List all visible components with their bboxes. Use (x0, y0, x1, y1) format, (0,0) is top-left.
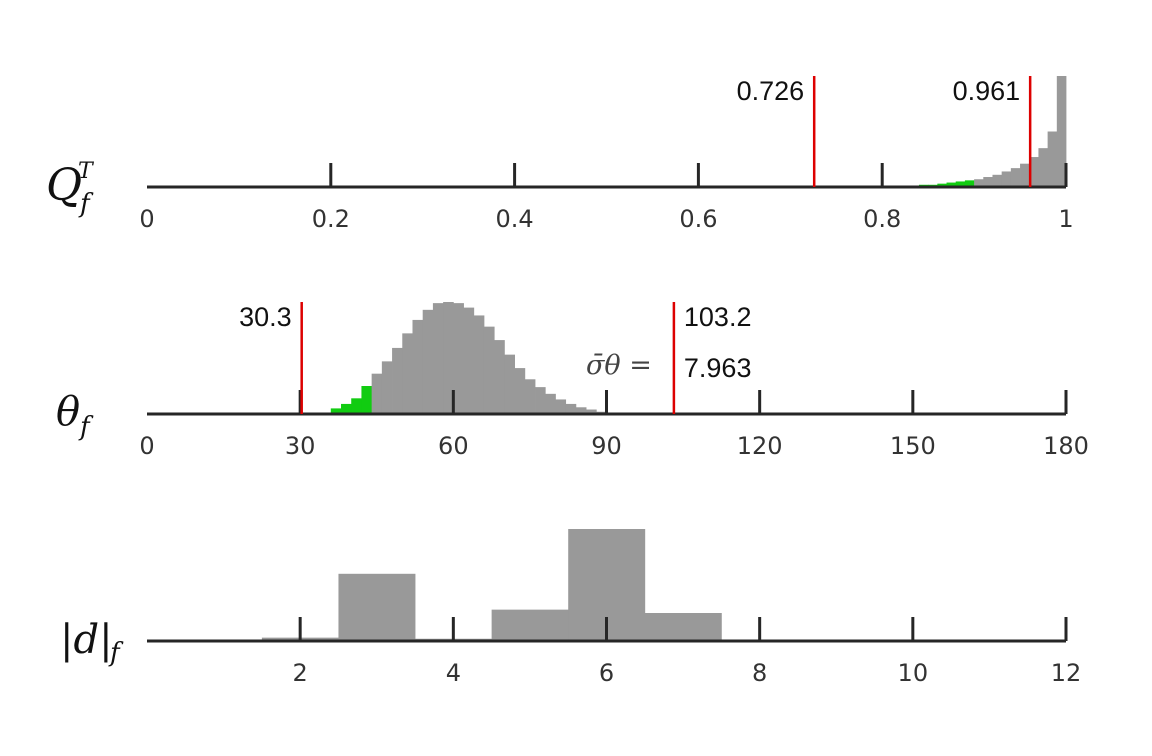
x-tick-label: 10 (898, 659, 929, 687)
x-tick-label: 150 (890, 432, 936, 460)
x-tick-label: 0.8 (863, 205, 901, 233)
histogram-bar (937, 183, 947, 187)
row-label-base: |d| (60, 617, 113, 663)
histogram-bar (422, 309, 434, 414)
chart-row-quality: 0 0.2 0.4 0.6 0.8 1 0.726 0.961 QTf (46, 76, 1074, 233)
x-tick-label: 0.4 (496, 205, 534, 233)
histogram-bar (330, 408, 342, 414)
row-label-base: θ (56, 389, 80, 435)
histogram-bar (341, 403, 352, 414)
histogram-bar (1001, 171, 1012, 187)
histogram-bar (491, 609, 569, 641)
row-label-sub: f (78, 189, 94, 219)
histogram-bar (555, 399, 567, 414)
x-tick-label: 0 (139, 205, 154, 233)
histogram-bar (351, 398, 362, 414)
histogram-bar (955, 181, 966, 187)
histogram-bar (402, 333, 413, 414)
row-label-sup: T (78, 159, 95, 184)
histogram-bar (974, 179, 984, 187)
histogram-bar (371, 373, 383, 414)
x-tick-label: 0 (139, 432, 154, 460)
row-label-sub: f (78, 412, 94, 442)
histogram-bar (381, 361, 393, 414)
histogram-bar (524, 379, 536, 414)
histogram-bar (1020, 163, 1030, 187)
histogram-bar (946, 182, 957, 187)
histogram-bar (453, 303, 464, 414)
histogram-bar (575, 407, 587, 414)
histogram-bar (964, 180, 975, 187)
x-tick-label: 4 (446, 659, 461, 687)
x-tick-label: 0.2 (312, 205, 350, 233)
histogram-bar (586, 409, 597, 414)
sigma-annotation-label: σ̄θ = (586, 350, 652, 381)
histogram-bar (338, 573, 416, 641)
histogram-bar (473, 315, 485, 414)
marker-label: 30.3 (239, 302, 292, 332)
row-label-sub: f (108, 638, 124, 668)
x-tick-label: 180 (1043, 432, 1089, 460)
chart-row-displacement: 2 4 6 8 10 12 |d|f (60, 529, 1081, 687)
histogram-bar (494, 340, 505, 414)
histogram-bar (1029, 157, 1039, 187)
marker-label: 0.726 (737, 76, 805, 106)
histogram-bar (565, 403, 577, 414)
x-tick-label: 12 (1051, 659, 1082, 687)
x-tick-label: 90 (591, 432, 622, 460)
row-label-base: Q (46, 160, 82, 211)
x-tick-label: 60 (438, 432, 469, 460)
histogram-bar (392, 347, 403, 414)
histogram-bar (1038, 148, 1049, 187)
x-tick-label: 2 (293, 659, 308, 687)
x-tick-label: 0.6 (679, 205, 717, 233)
sigma-annotation-value: 7.963 (684, 353, 752, 383)
histogram-bar (463, 307, 475, 414)
histogram-bar (545, 393, 556, 414)
histogram-bar (432, 303, 444, 414)
histogram-bar (1010, 168, 1021, 187)
histogram-bar (514, 368, 526, 414)
histogram-bar (504, 354, 515, 414)
marker-label: 0.961 (953, 76, 1021, 106)
histogram-bar (1056, 76, 1067, 187)
histogram-bar (1047, 131, 1058, 187)
x-tick-label: 1 (1058, 205, 1073, 233)
x-tick-label: 8 (752, 659, 767, 687)
x-tick-label: 120 (737, 432, 783, 460)
histogram-bar (412, 319, 424, 414)
histogram-bar (992, 174, 1003, 187)
histogram-bar (535, 387, 546, 414)
marker-label: 103.2 (684, 302, 752, 332)
x-tick-label: 30 (285, 432, 316, 460)
chart-row-theta: 0 30 60 90 120 150 180 30.3 103.2 σ̄θ = 7.963 θ f (56, 302, 1089, 460)
histogram-bar (361, 386, 373, 414)
histogram-bar (483, 326, 495, 414)
histogram-bar (983, 177, 993, 187)
histogram-bar (443, 302, 454, 414)
x-tick-label: 6 (599, 659, 614, 687)
histogram-bar (644, 613, 722, 641)
